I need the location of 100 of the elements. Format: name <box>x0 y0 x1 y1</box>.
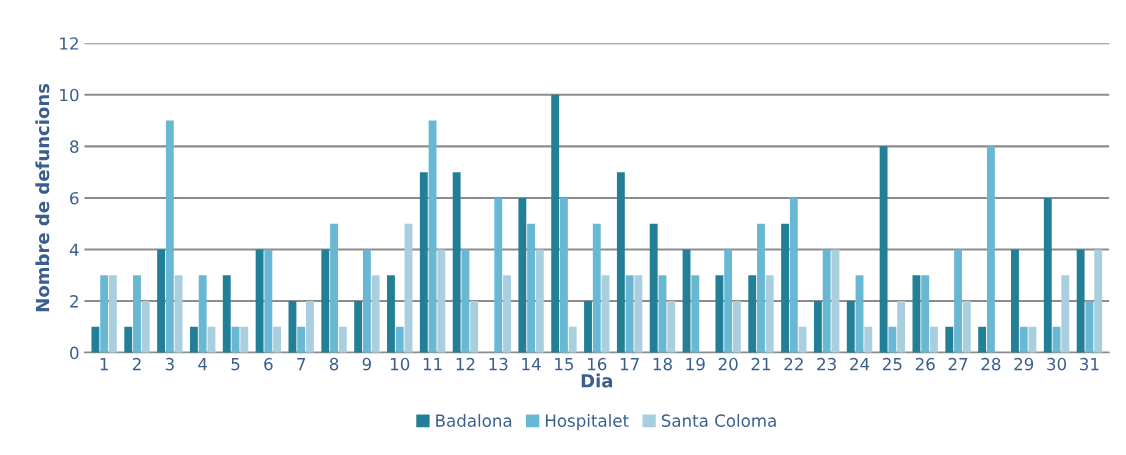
bar <box>371 275 380 353</box>
bar <box>954 249 962 353</box>
bar <box>518 197 527 353</box>
x-tick-label: 14 <box>522 358 541 371</box>
bar <box>724 249 733 353</box>
bar <box>1052 326 1061 353</box>
bar <box>133 275 141 353</box>
bar <box>715 275 724 353</box>
bar <box>584 301 592 353</box>
bar <box>264 249 273 353</box>
bar <box>503 275 511 353</box>
x-tick-label: 16 <box>588 357 607 371</box>
bar <box>306 301 314 353</box>
bar <box>813 301 822 353</box>
x-tick-label: 26 <box>915 357 935 371</box>
y-tick-label: 8 <box>70 140 79 153</box>
bar <box>822 249 831 353</box>
bar <box>757 223 765 353</box>
bar <box>338 326 347 353</box>
x-tick-label: 29 <box>1014 357 1034 371</box>
bar <box>864 326 873 353</box>
bar <box>419 172 428 353</box>
bar <box>273 326 282 353</box>
bar <box>781 223 790 353</box>
bar <box>108 275 117 353</box>
bar <box>428 120 437 353</box>
bar <box>962 301 971 353</box>
x-tick-label: 2 <box>132 357 141 371</box>
bar <box>625 275 634 353</box>
bar <box>945 326 954 353</box>
bar <box>362 249 371 353</box>
x-tick-label: 4 <box>198 358 208 371</box>
bar <box>174 275 183 353</box>
bar <box>461 249 470 353</box>
bar <box>1061 275 1070 353</box>
bar <box>888 326 897 353</box>
bar <box>831 249 840 353</box>
x-tick-label: 11 <box>423 358 442 371</box>
x-tick-label: 20 <box>718 357 738 371</box>
bar <box>535 249 544 353</box>
y-tick-label: 6 <box>70 191 79 205</box>
x-tick-label: 24 <box>850 357 870 371</box>
x-tick-label: 23 <box>817 357 836 371</box>
bar <box>765 275 774 353</box>
bar <box>634 275 643 353</box>
bar <box>91 326 100 353</box>
x-tick-label: 6 <box>264 357 273 371</box>
x-tick-label: 8 <box>329 357 339 371</box>
x-tick-label: 5 <box>231 358 240 371</box>
bar <box>986 146 995 353</box>
bar <box>978 326 987 353</box>
bar <box>1094 249 1103 353</box>
y-tick-label: 0 <box>70 346 79 360</box>
bar <box>494 197 503 353</box>
bar <box>879 146 888 353</box>
bar <box>255 249 264 353</box>
bar <box>846 301 855 353</box>
bar <box>691 275 700 353</box>
bar <box>616 172 625 353</box>
bar <box>551 94 560 353</box>
bar <box>354 301 363 353</box>
bar <box>748 275 757 353</box>
bar <box>207 326 216 353</box>
bar <box>798 326 807 353</box>
bar <box>297 326 306 353</box>
x-tick-label: 18 <box>653 357 672 371</box>
x-tick-label: 17 <box>620 358 639 371</box>
x-tick-label: 25 <box>882 357 902 371</box>
bar <box>395 326 404 353</box>
x-tick-label: 1 <box>100 358 108 371</box>
legend-label: Hospitalet <box>545 414 629 431</box>
bar <box>452 172 461 353</box>
x-tick-label: 22 <box>784 357 803 371</box>
bar <box>667 301 676 353</box>
bar <box>1043 197 1052 353</box>
x-tick-label: 7 <box>297 358 306 371</box>
bar <box>921 275 930 353</box>
x-tick-label: 21 <box>751 357 771 371</box>
x-tick-label: 10 <box>390 357 410 371</box>
x-tick-label: 9 <box>362 357 372 371</box>
x-tick-label: 27 <box>948 357 968 371</box>
x-tick-label: 12 <box>456 357 475 371</box>
bar <box>560 197 568 353</box>
bar <box>732 301 741 353</box>
bar <box>1085 301 1094 353</box>
bar <box>1019 326 1028 353</box>
bar <box>470 301 479 353</box>
bar <box>141 301 150 353</box>
x-tick-label: 30 <box>1047 357 1067 371</box>
x-tick-label: 15 <box>555 358 574 371</box>
legend-label: Santa Coloma <box>661 414 776 427</box>
legend-label: Badalona <box>436 414 512 427</box>
bar <box>387 275 395 353</box>
bar <box>592 223 601 353</box>
bar <box>222 275 231 353</box>
bar <box>165 120 174 353</box>
bar <box>1076 249 1085 353</box>
y-tick-label: 4 <box>69 243 79 256</box>
bar <box>240 326 249 353</box>
bar <box>100 275 109 353</box>
